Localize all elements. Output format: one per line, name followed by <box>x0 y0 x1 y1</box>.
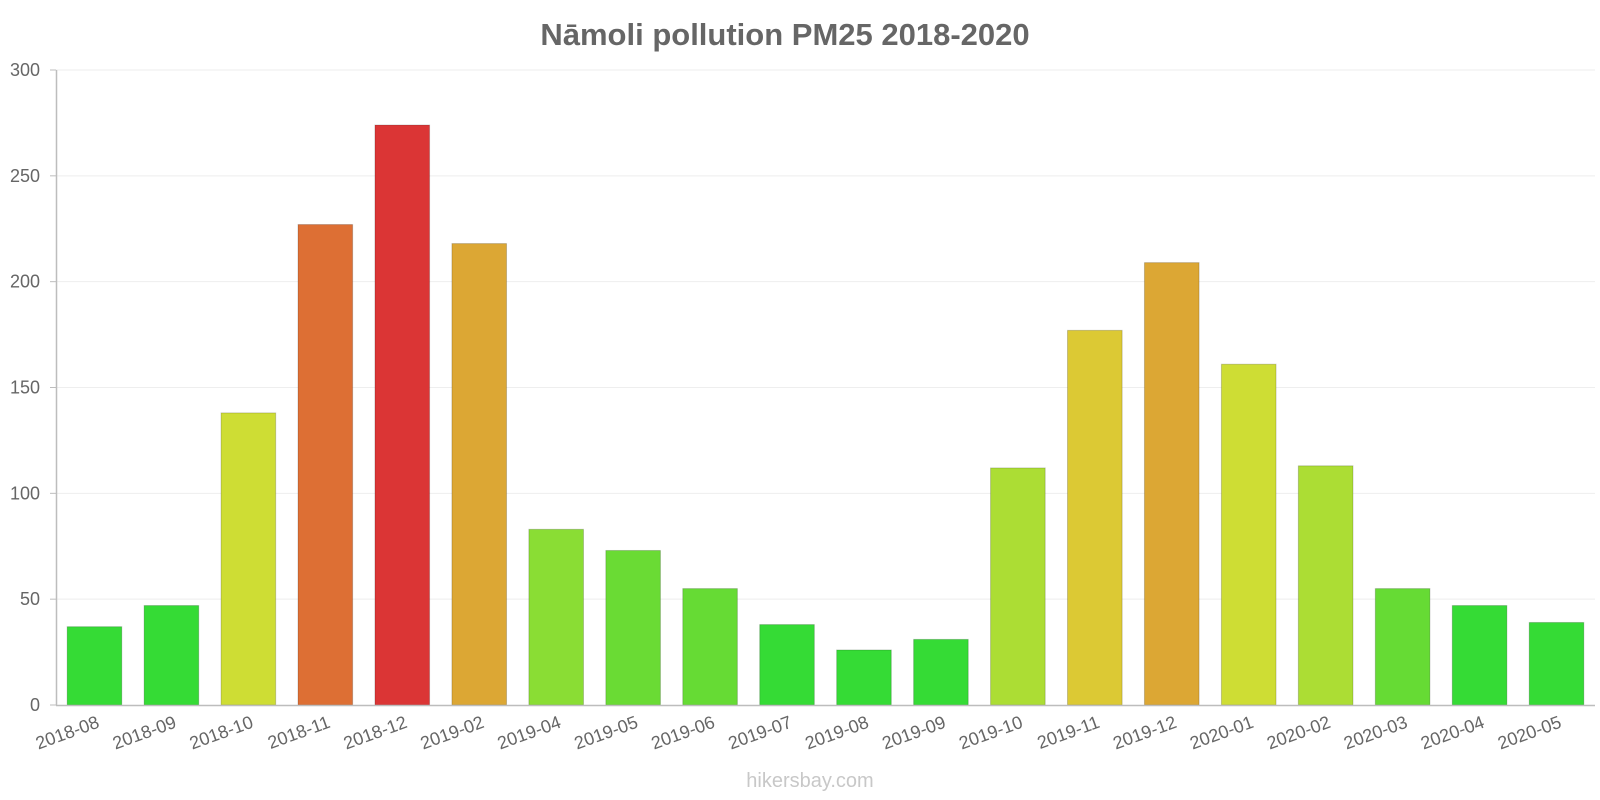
bar-2020-02[interactable] <box>1297 465 1354 706</box>
x-tick-label-2019-05: 2019-05 <box>572 712 641 753</box>
x-tick-label-2019-08: 2019-08 <box>802 712 871 753</box>
bar-2019-07[interactable] <box>759 624 815 706</box>
y-tick-label: 200 <box>10 272 40 292</box>
watermark: hikersbay.com <box>746 770 873 792</box>
bars <box>66 124 1585 706</box>
x-tick-label-2019-06: 2019-06 <box>649 712 718 753</box>
x-tick-label-2018-10: 2018-10 <box>187 712 256 753</box>
bar-2019-05[interactable] <box>605 549 661 706</box>
y-tick-label: 150 <box>10 378 40 398</box>
bar-2019-08[interactable] <box>836 649 892 706</box>
bar-2019-06[interactable] <box>682 588 738 706</box>
x-axis-ticks: 2018-08 2018-09 2018-10 2018-11 2018-12 2019-… <box>33 712 1564 753</box>
x-tick-label-2019-11: 2019-11 <box>1035 712 1103 753</box>
x-tick-label-2018-12: 2018-12 <box>341 712 410 753</box>
bar-2018-10[interactable] <box>220 412 277 706</box>
bar-2020-03[interactable] <box>1374 588 1431 706</box>
y-tick-label: 50 <box>20 589 40 609</box>
y-tick-label: 100 <box>10 483 40 503</box>
bar-2019-10[interactable] <box>990 467 1046 706</box>
x-tick-label-2020-02: 2020-02 <box>1264 712 1333 753</box>
x-tick-label-2020-01: 2020-01 <box>1187 712 1256 753</box>
bar-2019-12[interactable] <box>1143 262 1200 706</box>
x-tick-label-2019-07: 2019-07 <box>725 712 794 753</box>
y-tick-label: 250 <box>10 166 40 186</box>
x-tick-label-2020-04: 2020-04 <box>1418 712 1487 753</box>
x-tick-label-2018-08: 2018-08 <box>33 712 102 753</box>
x-tick-label-2019-10: 2019-10 <box>956 712 1025 753</box>
x-tick-label-2018-11: 2018-11 <box>265 712 333 753</box>
grid-lines <box>56 69 1595 600</box>
x-tick-label-2019-09: 2019-09 <box>879 712 948 753</box>
y-axis-ticks: 0 50 100 150 200 250 300 <box>10 60 56 715</box>
bar-2019-09[interactable] <box>913 638 969 706</box>
x-tick-label-2020-03: 2020-03 <box>1341 712 1410 753</box>
x-tick-label-2019-12: 2019-12 <box>1110 712 1179 753</box>
y-tick-label: 300 <box>10 60 40 80</box>
x-tick-label-2019-02: 2019-02 <box>418 712 487 753</box>
bar-2020-04[interactable] <box>1451 605 1508 706</box>
bar-2019-04[interactable] <box>528 528 584 706</box>
bar-2020-05[interactable] <box>1528 621 1585 706</box>
bar-2018-12[interactable] <box>374 124 431 706</box>
x-tick-label-2018-09: 2018-09 <box>110 712 179 753</box>
bar-2019-02[interactable] <box>451 243 508 706</box>
bar-2018-08[interactable] <box>66 626 123 706</box>
chart-title: Nāmoli pollution PM25 2018-2020 <box>540 17 1029 52</box>
x-tick-label-2019-04: 2019-04 <box>495 712 564 753</box>
bar-2018-09[interactable] <box>143 605 200 706</box>
bar-2018-11[interactable] <box>297 224 354 706</box>
x-tick-label-2020-05: 2020-05 <box>1495 712 1564 753</box>
bar-2019-11[interactable] <box>1067 329 1123 706</box>
y-tick-label: 0 <box>30 695 40 715</box>
bar-2020-01[interactable] <box>1220 363 1277 706</box>
